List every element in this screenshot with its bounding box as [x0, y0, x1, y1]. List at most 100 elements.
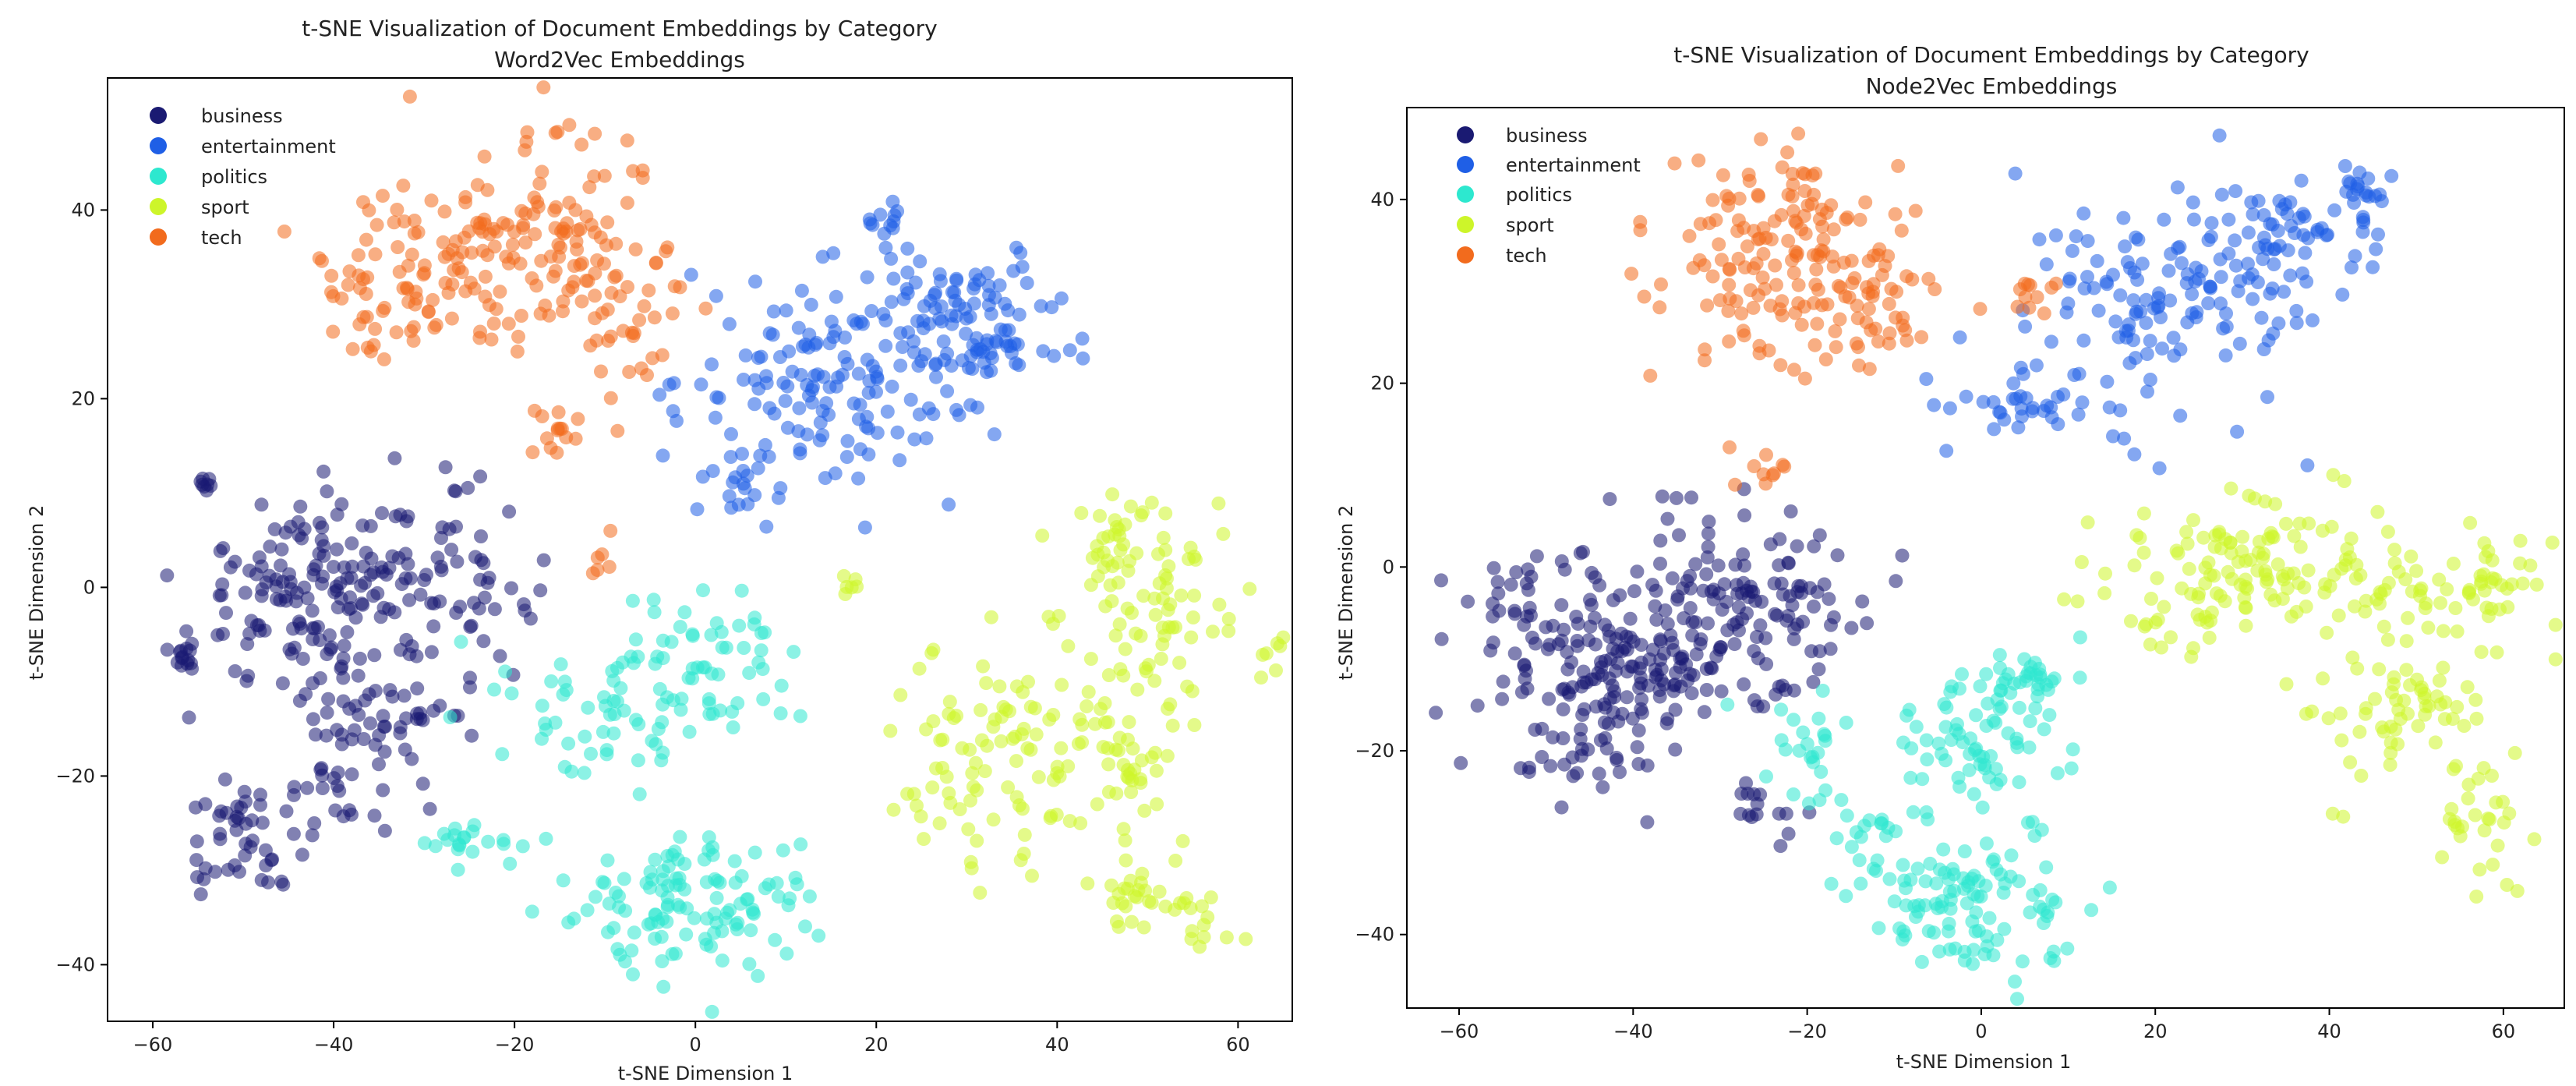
point-tech: [473, 216, 488, 231]
point-politics: [648, 852, 663, 867]
point-sport: [2180, 536, 2195, 551]
point-tech: [637, 299, 652, 313]
point-entertainment: [652, 387, 667, 402]
point-sport: [988, 712, 1002, 727]
legend-marker-sport: [150, 198, 167, 215]
point-business: [393, 726, 408, 741]
point-politics: [1896, 924, 1911, 939]
point-sport: [1163, 597, 1178, 612]
point-tech: [1815, 219, 1830, 234]
point-sport: [1104, 878, 1118, 893]
point-business: [319, 728, 334, 743]
point-politics: [1814, 765, 1829, 779]
x-tick-label: 40: [2317, 1021, 2341, 1042]
point-tech: [667, 279, 682, 294]
point-tech: [1921, 271, 1936, 286]
point-politics: [715, 924, 730, 939]
point-politics: [2065, 742, 2080, 757]
chart-title-node2vec: t-SNE Visualization of Document Embeddin…: [1673, 42, 2309, 68]
point-tech: [444, 311, 459, 326]
point-tech: [525, 271, 539, 285]
point-tech: [499, 249, 514, 264]
point-entertainment: [2366, 260, 2380, 274]
point-entertainment: [2294, 173, 2309, 188]
point-politics: [771, 890, 786, 904]
point-business: [1737, 677, 1751, 692]
point-tech: [589, 333, 604, 348]
point-sport: [1097, 715, 1112, 730]
point-tech: [1859, 315, 1874, 330]
point-business: [1704, 584, 1719, 599]
point-entertainment: [1976, 394, 1991, 409]
point-politics: [1944, 733, 1959, 748]
point-business: [413, 706, 427, 720]
point-tech: [570, 242, 585, 256]
point-politics: [1980, 939, 1995, 953]
point-entertainment: [861, 421, 876, 436]
point-business: [419, 568, 433, 582]
point-entertainment: [2143, 373, 2157, 387]
point-sport: [2510, 883, 2525, 898]
point-politics: [1804, 750, 1818, 765]
point-business: [1495, 692, 1510, 706]
point-entertainment: [2345, 260, 2359, 275]
point-entertainment: [1919, 372, 1934, 387]
point-politics: [1977, 761, 1992, 776]
point-business: [1711, 558, 1726, 573]
y-tick-label: 0: [83, 576, 95, 598]
point-business: [239, 816, 253, 831]
point-politics: [1906, 805, 1921, 819]
point-entertainment: [911, 359, 926, 373]
point-business: [262, 568, 277, 583]
point-tech: [1908, 203, 1923, 218]
point-entertainment: [1019, 276, 1034, 290]
point-business: [216, 627, 230, 641]
point-business: [287, 640, 302, 655]
point-entertainment: [988, 334, 1003, 348]
point-entertainment: [1952, 330, 1967, 345]
point-business: [1649, 612, 1664, 627]
point-politics: [754, 643, 769, 658]
point-politics: [2084, 903, 2099, 918]
point-sport: [2496, 815, 2511, 830]
point-entertainment: [724, 426, 738, 441]
point-tech: [342, 264, 357, 279]
x-tick-label: −60: [133, 1034, 173, 1056]
point-politics: [1955, 667, 1969, 681]
point-tech: [363, 344, 378, 359]
point-business: [1509, 565, 1524, 579]
point-politics: [1988, 762, 2003, 776]
point-tech: [407, 226, 422, 241]
point-sport: [2203, 568, 2217, 582]
point-entertainment: [884, 295, 899, 310]
point-business: [1699, 567, 1714, 582]
point-politics: [2026, 887, 2041, 902]
point-business: [1627, 584, 1641, 599]
point-sport: [1168, 902, 1182, 917]
point-tech: [624, 325, 639, 340]
point-tech: [530, 195, 545, 210]
point-entertainment: [2126, 293, 2141, 308]
point-tech: [553, 240, 567, 255]
point-entertainment: [2015, 409, 2029, 424]
point-politics: [2008, 975, 2022, 989]
point-sport: [1074, 506, 1089, 520]
point-sport: [1116, 822, 1131, 837]
point-tech: [2048, 276, 2063, 291]
point-politics: [584, 746, 598, 761]
point-entertainment: [2113, 288, 2128, 302]
legend-label-sport: sport: [201, 196, 249, 218]
point-tech: [560, 216, 574, 231]
point-business: [1470, 699, 1485, 713]
point-business: [1677, 611, 1691, 625]
point-entertainment: [1054, 291, 1069, 306]
point-entertainment: [2116, 210, 2131, 225]
point-tech: [573, 257, 588, 272]
point-sport: [1021, 674, 1035, 689]
point-sport: [1154, 652, 1168, 666]
point-entertainment: [2108, 314, 2123, 329]
legend-label-politics: politics: [201, 166, 267, 188]
point-sport: [1184, 932, 1199, 946]
point-politics: [1974, 889, 1988, 904]
point-sport: [2450, 699, 2465, 714]
